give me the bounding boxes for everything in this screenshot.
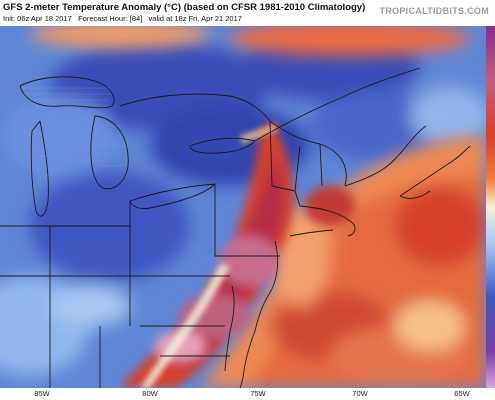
valid-time: valid at 18z Fri, Apr 21 2017 bbox=[148, 14, 242, 23]
anomaly-shading-warm bbox=[30, 26, 486, 388]
init-time: Init: 06z Apr 18 2017 bbox=[3, 14, 72, 23]
lake-grid bbox=[22, 87, 128, 177]
lake-superior-outline bbox=[19, 76, 115, 109]
temperature-anomaly-map bbox=[0, 26, 486, 388]
lake-michigan-outline bbox=[30, 120, 49, 217]
tick-label: 70W bbox=[352, 389, 368, 398]
lake-ontario-outline bbox=[189, 137, 256, 154]
tick-label: 80W bbox=[142, 389, 158, 398]
map-title: GFS 2-meter Temperature Anomaly (°C) (ba… bbox=[3, 2, 366, 13]
brand-label[interactable]: TROPICALTIDBITS.COM bbox=[379, 6, 489, 16]
lake-huron-outline bbox=[90, 115, 129, 190]
map-canvas bbox=[0, 26, 486, 388]
colorbar bbox=[486, 26, 495, 388]
forecast-hour: Forecast Hour: [84] bbox=[78, 14, 143, 23]
map-subtitle: Init: 06z Apr 18 2017 Forecast Hour: [84… bbox=[3, 14, 242, 23]
tick-label: 65W bbox=[454, 389, 470, 398]
lake-erie-outline bbox=[129, 183, 216, 210]
longitude-axis: 85W 80W 75W 70W 65W bbox=[0, 388, 495, 400]
tick-label: 85W bbox=[34, 389, 50, 398]
map-header: GFS 2-meter Temperature Anomaly (°C) (ba… bbox=[0, 0, 495, 26]
tick-label: 75W bbox=[250, 389, 266, 398]
map-borders bbox=[0, 67, 471, 388]
